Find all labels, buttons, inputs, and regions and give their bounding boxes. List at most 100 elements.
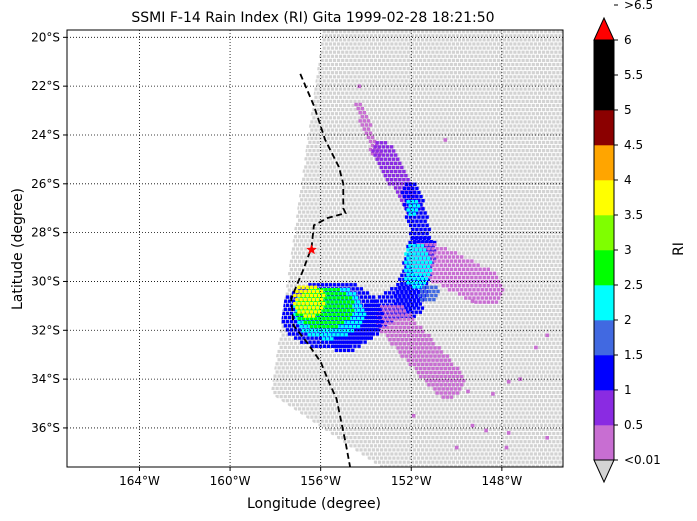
rain-pixel (414, 281, 418, 285)
rain-pixel (349, 340, 353, 344)
rain-pixel (396, 313, 400, 317)
rain-pixel (326, 312, 330, 316)
rain-pixel (330, 329, 334, 333)
rain-pixel (371, 315, 375, 320)
rain-pixel (394, 317, 398, 321)
rain-pixel (338, 292, 342, 296)
rain-pixel (330, 304, 334, 308)
rain-pixel (396, 190, 400, 194)
rain-pixel (464, 271, 468, 276)
rain-pixel (332, 333, 336, 337)
rain-pixel (332, 300, 336, 304)
rain-pixel (441, 267, 445, 271)
rain-pixel (426, 293, 430, 298)
rain-pixel (417, 199, 421, 203)
rain-pixel (453, 379, 458, 383)
rain-pixel (421, 329, 425, 334)
rain-pixel (402, 342, 406, 346)
rain-pixel (363, 307, 367, 311)
rain-pixel (384, 329, 388, 334)
rain-pixel (420, 268, 424, 273)
rain-pixel (460, 288, 464, 292)
rain-pixel (455, 391, 460, 395)
rain-pixel (480, 279, 484, 284)
rain-pixel (409, 215, 413, 219)
rain-pixel (367, 307, 371, 311)
rain-pixel (326, 308, 330, 312)
rain-pixel (297, 320, 301, 325)
rain-pixel (466, 267, 470, 271)
colorbar-tick-label: <0.01 (624, 453, 661, 467)
rain-pixel (455, 366, 460, 371)
rain-pixel (363, 295, 368, 299)
rain-pixel (414, 272, 418, 277)
rain-pixel (389, 178, 394, 182)
rain-pixel (428, 257, 433, 261)
rain-pixel (315, 306, 320, 310)
rain-pixel (381, 161, 386, 165)
rain-pixel (420, 260, 424, 264)
rain-pixel (326, 324, 330, 329)
rain-pixel (392, 329, 396, 334)
rain-pixel (377, 303, 382, 307)
rain-pixel (373, 311, 378, 316)
rain-pixel (410, 295, 414, 299)
rain-pixel (412, 346, 417, 350)
rain-pixel (375, 307, 380, 311)
rain-pixel (305, 320, 309, 325)
rain-pixel (307, 316, 311, 321)
rain-pixel (454, 445, 459, 450)
rain-pixel (474, 284, 478, 288)
rain-pixel (328, 320, 332, 325)
rain-pixel (435, 366, 439, 371)
rain-pixel (435, 263, 439, 267)
rain-pixel (419, 342, 423, 346)
rain-pixel (439, 374, 443, 379)
rain-pixel (336, 304, 340, 308)
rain-pixel (301, 312, 305, 316)
rain-pixel (317, 293, 322, 298)
rain-pixel (427, 342, 431, 346)
rain-pixel (412, 338, 417, 342)
rain-pixel (348, 324, 352, 329)
rain-pixel (494, 275, 499, 280)
rain-pixel (332, 308, 336, 312)
rain-pixel (299, 304, 303, 308)
rain-pixel (416, 273, 420, 277)
rain-pixel (441, 275, 445, 280)
rain-pixel (412, 273, 416, 277)
rain-pixel (415, 186, 419, 191)
rain-pixel (361, 324, 365, 328)
rain-pixel (457, 379, 462, 383)
rain-pixel (383, 315, 388, 320)
rain-pixel (307, 320, 312, 325)
rain-pixel (311, 292, 316, 296)
rain-pixel (416, 281, 420, 286)
rain-pixel (388, 299, 392, 303)
rain-pixel (416, 260, 420, 264)
colorbar-tick-label: >6.5 (624, 0, 653, 12)
rain-pixel (375, 332, 380, 336)
rain-pixel (303, 306, 307, 310)
rain-pixel (352, 324, 357, 329)
rain-pixel (419, 203, 423, 207)
rain-pixel (383, 307, 388, 311)
rain-pixel (494, 300, 499, 304)
rain-pixel (482, 267, 486, 271)
rain-pixel (384, 313, 388, 317)
rain-pixel (433, 346, 437, 350)
rain-pixel (406, 272, 410, 277)
rain-pixel (437, 370, 441, 375)
rain-pixel (301, 329, 305, 333)
colorbar-tick-label: 1.5 (624, 348, 643, 362)
rain-pixel (367, 295, 372, 299)
rain-pixel (313, 293, 318, 298)
rain-pixel (352, 292, 357, 296)
rain-pixel (413, 190, 417, 195)
rain-pixel (367, 311, 372, 316)
rain-pixel (466, 284, 470, 288)
rain-pixel (445, 284, 449, 288)
rain-pixel (406, 333, 411, 338)
rain-pixel (363, 315, 367, 320)
rain-pixel (422, 277, 427, 282)
